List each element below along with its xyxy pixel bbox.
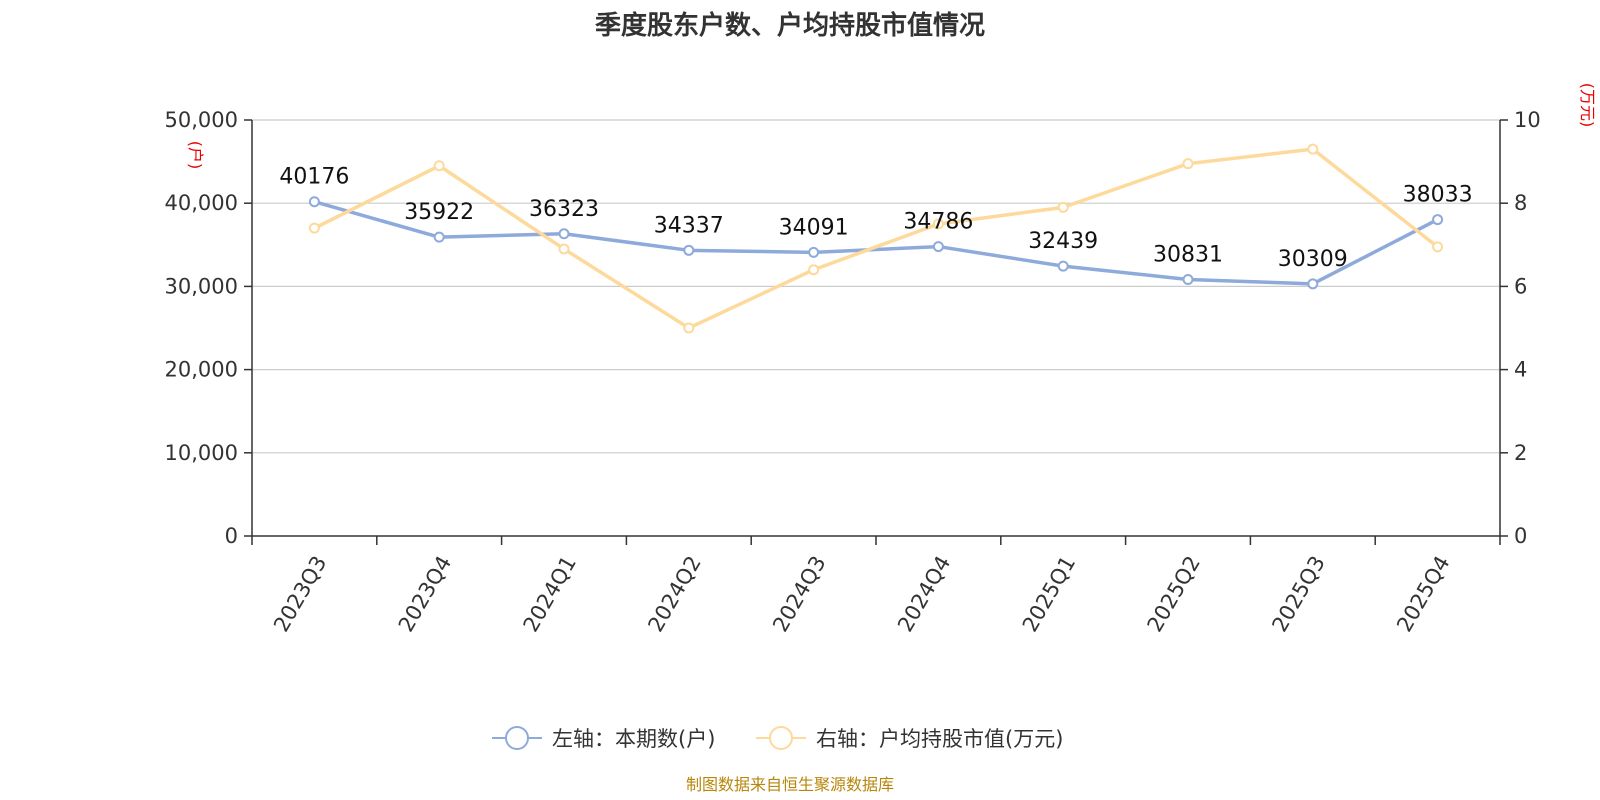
data-label: 30831 xyxy=(1153,242,1223,267)
data-point-right xyxy=(1432,241,1444,253)
x-tick-label: 2025Q3 xyxy=(1267,552,1329,636)
axis-layer: 0 10,000 20,000 30,000 40,000 50,000 0 2 4 6 8 10 20… xyxy=(165,108,1541,636)
data-point-right xyxy=(433,160,445,172)
data-point-left xyxy=(308,196,320,208)
data-point-left xyxy=(1432,214,1444,226)
data-point-left xyxy=(1182,273,1194,285)
data-label: 34337 xyxy=(654,213,724,238)
legend-item-left-series[interactable]: 左轴：本期数(户) xyxy=(492,726,715,751)
chart-title: 季度股东户数、户均持股市值情况 xyxy=(595,10,985,41)
data-label: 30309 xyxy=(1278,247,1348,272)
source-note: 制图数据来自恒生聚源数据库 xyxy=(686,775,894,794)
series-line-right xyxy=(313,147,1439,330)
right-tick-label: 10 xyxy=(1514,108,1541,132)
legend[interactable]: 左轴：本期数(户) 右轴：户均持股市值(万元) xyxy=(492,726,1063,751)
data-point-left xyxy=(683,244,695,256)
x-tick-label: 2024Q4 xyxy=(893,552,955,636)
data-point-left xyxy=(808,246,820,258)
data-point-right xyxy=(1182,158,1194,170)
data-point-left xyxy=(1057,260,1069,272)
data-point-right xyxy=(308,222,320,234)
left-tick-label: 50,000 xyxy=(165,108,238,132)
left-tick-label: 40,000 xyxy=(165,191,238,215)
legend-marker-right xyxy=(769,726,793,750)
data-point-right xyxy=(683,322,695,334)
data-point-left xyxy=(932,241,944,253)
series-layer xyxy=(308,143,1444,334)
data-point-left xyxy=(1307,278,1319,290)
data-point-right xyxy=(1307,143,1319,155)
x-tick-label: 2024Q1 xyxy=(519,552,581,636)
data-label: 34786 xyxy=(903,210,973,235)
data-point-left xyxy=(433,231,445,243)
data-label: 35922 xyxy=(404,200,474,225)
left-tick-label: 10,000 xyxy=(165,441,238,465)
right-tick-label: 6 xyxy=(1514,274,1527,298)
data-label: 38033 xyxy=(1403,183,1473,208)
legend-label-left: 左轴：本期数(户) xyxy=(552,727,715,751)
x-tick-label: 2025Q2 xyxy=(1143,552,1205,636)
right-tick-label: 4 xyxy=(1514,358,1527,382)
data-label: 32439 xyxy=(1028,229,1098,254)
data-point-right xyxy=(558,243,570,255)
right-tick-label: 0 xyxy=(1514,524,1527,548)
grid-layer xyxy=(252,119,1500,454)
data-point-right xyxy=(808,264,820,276)
series-line-left xyxy=(313,200,1439,286)
legend-label-right: 右轴：户均持股市值(万元) xyxy=(816,727,1063,751)
legend-item-right-series[interactable]: 右轴：户均持股市值(万元) xyxy=(756,726,1063,751)
x-tick-label: 2025Q4 xyxy=(1392,552,1454,636)
data-label: 36323 xyxy=(529,197,599,222)
x-tick-label: 2025Q1 xyxy=(1018,552,1080,636)
x-tick-label: 2024Q3 xyxy=(768,552,830,636)
data-point-left xyxy=(558,228,570,240)
data-label: 34091 xyxy=(779,215,849,240)
left-tick-label: 20,000 xyxy=(165,358,238,382)
right-tick-label: 2 xyxy=(1514,441,1527,465)
right-tick-label: 8 xyxy=(1514,191,1527,215)
left-axis-unit: (户) xyxy=(186,141,205,170)
left-tick-label: 30,000 xyxy=(165,274,238,298)
legend-marker-left xyxy=(505,726,529,750)
right-axis-unit: (万元) xyxy=(1578,83,1597,128)
left-tick-label: 0 xyxy=(225,524,238,548)
x-tick-label: 2023Q3 xyxy=(269,552,331,636)
x-tick-label: 2023Q4 xyxy=(394,552,456,636)
data-label: 40176 xyxy=(279,165,349,190)
x-tick-label: 2024Q2 xyxy=(643,552,705,636)
data-point-right xyxy=(932,218,944,230)
data-label-layer: 40176 35922 36323 34337 34091 34786 32439 30831… xyxy=(279,165,1472,272)
data-point-right xyxy=(1057,201,1069,213)
